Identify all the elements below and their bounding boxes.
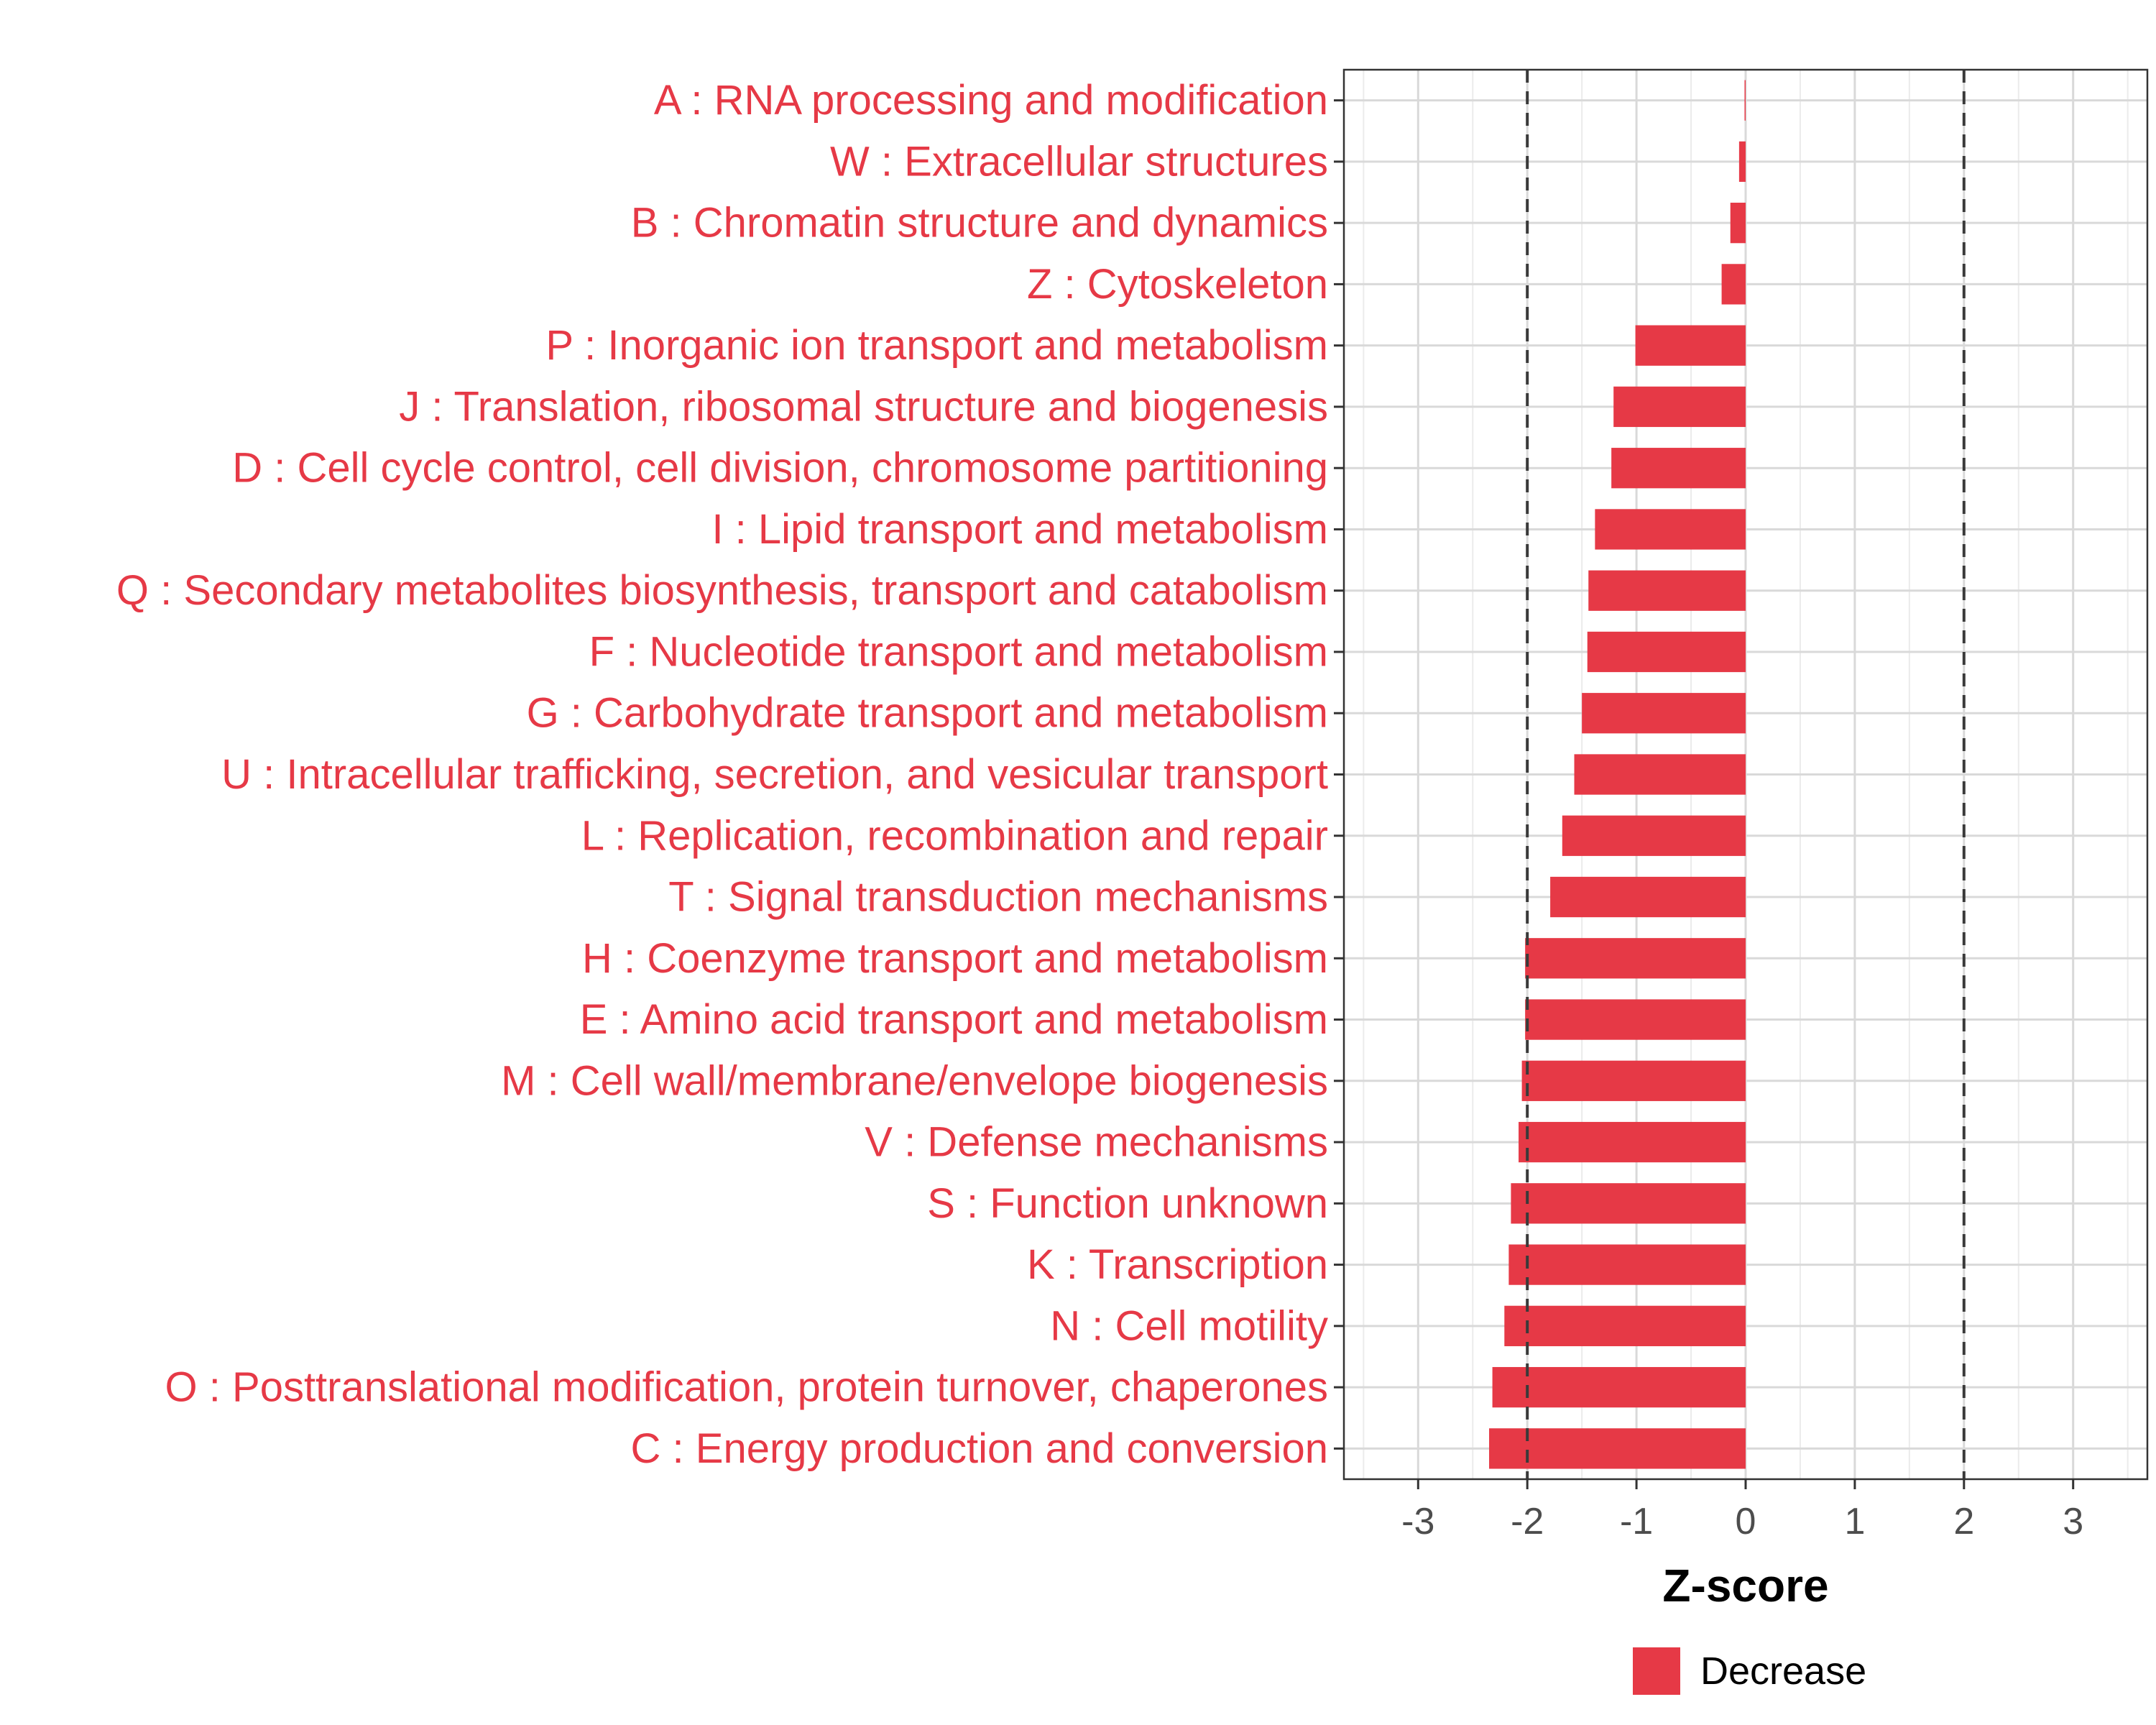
category-label: V : Defense mechanisms [865, 1119, 1328, 1166]
bar [1611, 448, 1746, 489]
bar [1511, 1183, 1746, 1224]
bar [1582, 693, 1746, 734]
legend-swatch-decrease [1633, 1647, 1680, 1695]
bar [1588, 570, 1746, 611]
bar-layer [1489, 80, 1746, 1469]
category-label: C : Energy production and conversion [631, 1425, 1328, 1472]
bar [1635, 325, 1746, 366]
bar [1574, 754, 1746, 795]
bar [1519, 1121, 1746, 1163]
category-label: N : Cell motility [1050, 1302, 1328, 1349]
category-label: Q : Secondary metabolites biosynthesis, … [116, 567, 1328, 614]
category-label: T : Signal transduction mechanisms [668, 874, 1328, 921]
category-label: F : Nucleotide transport and metabolism [589, 628, 1328, 675]
bar [1562, 815, 1746, 856]
bar [1730, 203, 1746, 244]
category-label: M : Cell wall/membrane/envelope biogenes… [501, 1057, 1328, 1104]
bar [1489, 1428, 1746, 1469]
legend-label-decrease: Decrease [1700, 1650, 1866, 1693]
bar [1613, 386, 1746, 428]
legend: Decrease [1633, 1647, 1866, 1695]
category-label: U : Intracellular trafficking, secretion… [221, 751, 1328, 798]
category-label: D : Cell cycle control, cell division, c… [232, 445, 1328, 492]
bar [1738, 141, 1746, 183]
category-label: I : Lipid transport and metabolism [711, 506, 1328, 553]
x-axis-tick-labels: -3 -2 -1 0 1 2 3 [1401, 1501, 2083, 1542]
category-label: J : Translation, ribosomal structure and… [399, 383, 1328, 430]
bar [1492, 1366, 1746, 1408]
bar [1550, 876, 1746, 918]
y-axis-category-labels: A : RNA processing and modification W : E… [116, 77, 1328, 1472]
x-tick-label: -3 [1401, 1501, 1434, 1542]
x-tick-label: 2 [1953, 1501, 1974, 1542]
reference-lines [1526, 70, 1966, 1479]
category-label: E : Amino acid transport and metabolism [580, 996, 1328, 1043]
x-tick-label: -1 [1620, 1501, 1653, 1542]
category-label: G : Carbohydrate transport and metabolis… [527, 690, 1328, 737]
bar [1595, 509, 1746, 550]
x-tick-label: 0 [1736, 1501, 1756, 1542]
category-label: Z : Cytoskeleton [1027, 261, 1328, 308]
bar [1744, 80, 1746, 121]
category-label: S : Function unknown [927, 1180, 1328, 1227]
bar [1721, 264, 1746, 305]
x-axis-title: Z-score [1662, 1560, 1828, 1611]
category-label: H : Coenzyme transport and metabolism [582, 935, 1328, 982]
category-label: A : RNA processing and modification [654, 77, 1328, 124]
x-tick-label: -2 [1511, 1501, 1544, 1542]
category-label: P : Inorganic ion transport and metaboli… [545, 322, 1328, 369]
bar [1525, 999, 1746, 1040]
category-label: L : Replication, recombination and repai… [581, 812, 1328, 859]
bar [1508, 1244, 1746, 1285]
y-axis-ticks [1334, 99, 1344, 1450]
x-tick-label: 1 [1844, 1501, 1865, 1542]
bar [1521, 1060, 1746, 1101]
bar [1587, 631, 1746, 673]
category-label: W : Extracellular structures [830, 138, 1328, 185]
bar [1504, 1305, 1746, 1346]
x-tick-label: 3 [2063, 1501, 2083, 1542]
x-axis-ticks [1416, 1479, 2075, 1489]
category-label: K : Transcription [1027, 1241, 1328, 1288]
category-label: O : Posttranslational modification, prot… [165, 1364, 1328, 1411]
bar [1525, 938, 1746, 979]
category-label: B : Chromatin structure and dynamics [631, 200, 1328, 247]
